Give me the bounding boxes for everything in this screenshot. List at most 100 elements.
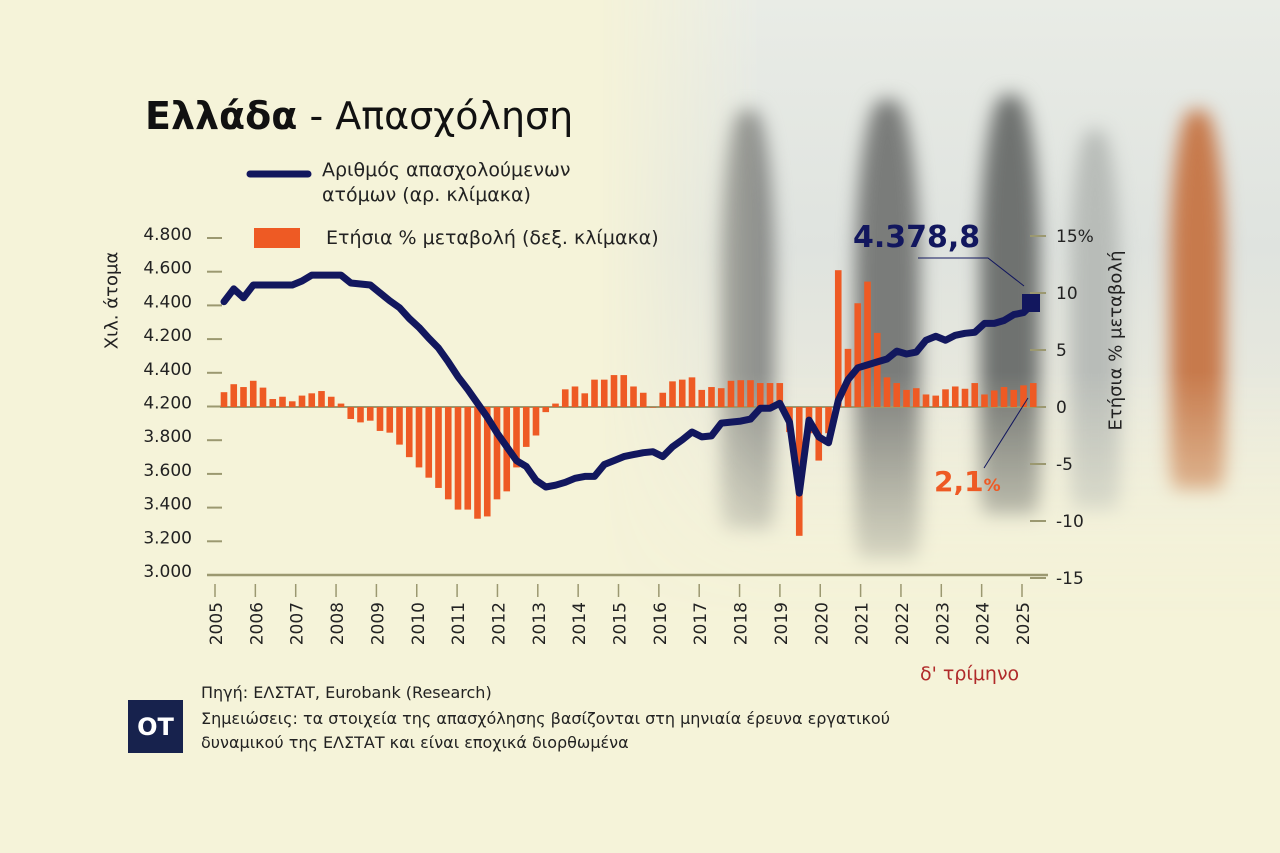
bar-annual-change bbox=[903, 389, 910, 407]
ot-logo: OT bbox=[128, 700, 183, 753]
x-axis-tick-label: 2007 bbox=[288, 602, 308, 645]
bar-annual-change bbox=[600, 379, 608, 407]
bar-annual-change bbox=[230, 384, 238, 407]
legend-line-label-2: ατόμων (αρ. κλίμακα) bbox=[322, 184, 531, 206]
bar-annual-change bbox=[756, 383, 764, 407]
bar-annual-change bbox=[688, 377, 696, 407]
bar-annual-change bbox=[932, 395, 940, 407]
right-axis-tick-label: 15% bbox=[1056, 227, 1094, 247]
bar-annual-change bbox=[610, 375, 618, 407]
bar-annual-change bbox=[298, 395, 306, 407]
x-axis-tick-label: 2012 bbox=[489, 602, 509, 645]
x-axis-tick-label: 2006 bbox=[247, 602, 267, 645]
right-axis-tick-label: 5 bbox=[1056, 341, 1067, 361]
bar-annual-change bbox=[951, 386, 959, 407]
left-axis-tick-label: 3.800 bbox=[143, 427, 192, 447]
last-change-unit: % bbox=[983, 476, 1001, 496]
bar-annual-change bbox=[708, 387, 715, 407]
x-axis-tick-label: 2013 bbox=[530, 602, 550, 645]
bar-annual-change bbox=[961, 388, 969, 407]
bar-annual-change bbox=[552, 403, 559, 407]
bar-annual-change bbox=[776, 383, 784, 407]
x-axis-tick-label: 2015 bbox=[611, 602, 631, 645]
bar-annual-change bbox=[357, 407, 364, 423]
x-axis-tick-label: 2024 bbox=[974, 602, 994, 645]
x-axis-tick-label: 2020 bbox=[812, 602, 832, 645]
x-axis-tick-label: 2008 bbox=[328, 602, 348, 645]
bar-annual-change bbox=[376, 407, 384, 431]
bar-annual-change bbox=[220, 392, 228, 407]
bar-annual-change bbox=[883, 377, 891, 407]
legend-bar-label: Ετήσια % μεταβολή (δεξ. κλίμακα) bbox=[326, 227, 659, 249]
notes-line-2: δυναμικού της ΕΛΣΤΑΤ και είναι εποχικά δ… bbox=[201, 733, 629, 752]
bar-annual-change bbox=[425, 407, 433, 478]
last-change-leader bbox=[983, 397, 1029, 469]
bar-annual-change bbox=[249, 380, 257, 407]
bar-annual-change bbox=[873, 332, 881, 407]
left-axis-tick-label: 4.400 bbox=[143, 360, 192, 380]
bar-annual-change bbox=[269, 399, 277, 407]
bar-annual-change bbox=[542, 407, 550, 413]
x-axis-tick-label: 2009 bbox=[368, 602, 388, 645]
bar-annual-change bbox=[259, 387, 267, 407]
last-level-annotation: 4.378,8 bbox=[853, 220, 981, 255]
bar-annual-change bbox=[825, 407, 832, 434]
bar-annual-change bbox=[396, 407, 403, 445]
bar-annual-change bbox=[1029, 383, 1037, 407]
bar-annual-change bbox=[639, 392, 647, 407]
x-axis-tick-label: 2010 bbox=[409, 602, 429, 645]
bar-annual-change bbox=[864, 281, 871, 407]
x-axis-tick-label: 2019 bbox=[772, 602, 792, 645]
bar-annual-change bbox=[386, 407, 394, 433]
bar-annual-change bbox=[405, 407, 413, 458]
right-axis-label: Ετήσια % μεταβολή bbox=[1105, 250, 1127, 431]
x-axis-tick-label: 2014 bbox=[570, 602, 590, 645]
right-axis-tick-label: -15 bbox=[1056, 569, 1084, 589]
right-axis-tick-label: -10 bbox=[1056, 512, 1084, 532]
bar-annual-change bbox=[1020, 385, 1027, 407]
bar-annual-change bbox=[435, 407, 442, 488]
left-axis-tick-label: 4.200 bbox=[143, 326, 192, 346]
bar-annual-change bbox=[279, 396, 286, 407]
left-axis-tick-label: 4.200 bbox=[143, 394, 192, 414]
bar-annual-change bbox=[240, 387, 247, 407]
bar-annual-change bbox=[834, 270, 842, 407]
x-axis-tick-label: 2005 bbox=[207, 602, 227, 645]
bar-annual-change bbox=[1010, 389, 1018, 407]
right-axis-tick-label: -5 bbox=[1056, 455, 1073, 475]
bar-annual-change bbox=[483, 407, 491, 517]
left-axis-label: Χιλ. άτομα bbox=[101, 251, 123, 350]
right-axis-tick-label: 10 bbox=[1056, 284, 1078, 304]
left-axis-tick-label: 3.200 bbox=[143, 528, 192, 548]
bar-annual-change bbox=[854, 303, 862, 407]
left-axis-tick-label: 3.000 bbox=[143, 562, 192, 582]
legend-line-label: Αριθμός απασχολούμενων ατόμων (αρ. κλίμα… bbox=[322, 158, 571, 208]
left-axis-tick-label: 4.600 bbox=[143, 259, 192, 279]
bar-annual-change bbox=[717, 388, 725, 407]
x-axis-tick-label: 2017 bbox=[691, 602, 711, 645]
last-change-annotation: 2,1% bbox=[934, 465, 1001, 498]
source-text: Πηγή: ΕΛΣΤΑΤ, Eurobank (Research) bbox=[201, 683, 492, 702]
bar-annual-change bbox=[366, 407, 374, 421]
bar-annual-change bbox=[415, 407, 423, 468]
bar-annual-change bbox=[1000, 387, 1008, 407]
bar-annual-change bbox=[971, 383, 979, 407]
x-axis-tick-label: 2016 bbox=[651, 602, 671, 645]
bar-annual-change bbox=[571, 386, 579, 407]
bar-annual-change bbox=[318, 391, 325, 407]
bar-annual-change bbox=[493, 407, 501, 500]
last-change-value: 2,1 bbox=[934, 465, 984, 498]
bar-annual-change bbox=[444, 407, 452, 500]
bar-annual-change bbox=[678, 379, 686, 407]
left-axis-tick-label: 3.400 bbox=[143, 495, 192, 515]
bar-annual-change bbox=[561, 389, 569, 407]
bar-annual-change bbox=[981, 394, 988, 407]
bar-annual-change bbox=[766, 383, 774, 407]
x-axis-tick-label: 2023 bbox=[933, 602, 953, 645]
title-country: Ελλάδα bbox=[145, 94, 298, 138]
last-level-leader bbox=[918, 257, 1025, 287]
left-axis-tick-label: 4.800 bbox=[143, 225, 192, 245]
notes-line-1: Σημειώσεις: τα στοιχεία της απασχόλησης … bbox=[201, 709, 890, 728]
bar-annual-change bbox=[308, 393, 316, 407]
